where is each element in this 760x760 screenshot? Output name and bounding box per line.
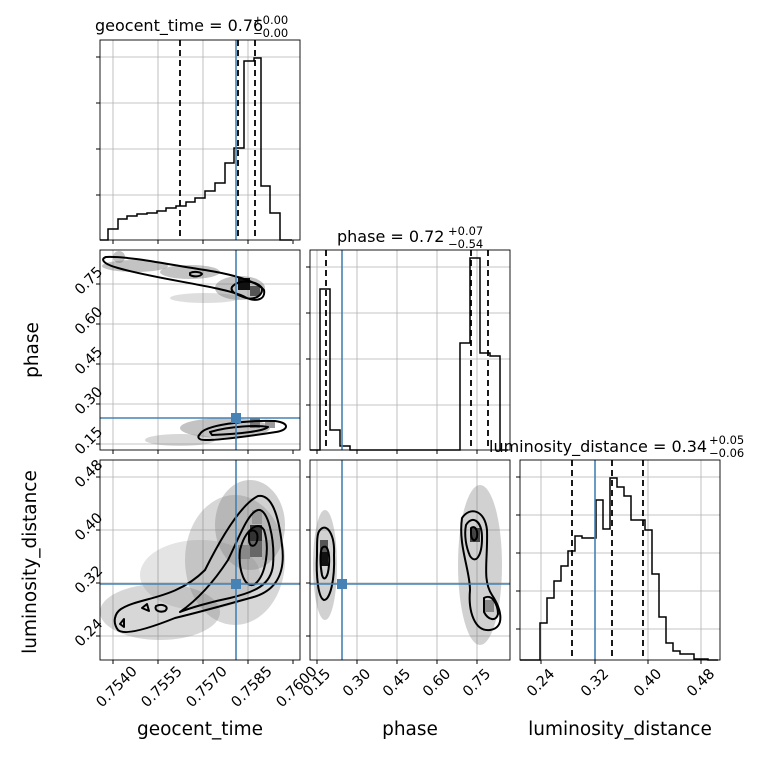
x-tick-label: 0.7570 bbox=[184, 664, 231, 711]
panel-2d-luminosity-distance-vs-phase: 0.15 0.30 0.45 0.60 0.75 phase bbox=[300, 459, 511, 740]
contour bbox=[113, 494, 284, 634]
x-tick-label: 0.7555 bbox=[139, 664, 186, 711]
title-subscript: −0.00 bbox=[253, 26, 288, 40]
y-tick-label: 0.48 bbox=[72, 457, 106, 491]
histogram-phase bbox=[310, 257, 508, 451]
y-tick-label: 0.40 bbox=[72, 510, 106, 544]
x-axis-label: phase bbox=[382, 719, 438, 740]
grid bbox=[100, 460, 300, 660]
y-tick-label: 0.24 bbox=[72, 616, 106, 650]
x-ticks bbox=[316, 450, 478, 454]
contour bbox=[460, 510, 502, 632]
x-tick-label: 0.7540 bbox=[94, 664, 141, 711]
x-tick-label: 0.30 bbox=[340, 666, 374, 700]
y-ticks bbox=[96, 283, 100, 445]
truth-marker bbox=[231, 413, 241, 423]
contour bbox=[238, 525, 268, 587]
y-ticks bbox=[96, 476, 100, 637]
contour bbox=[315, 526, 336, 601]
contour bbox=[154, 603, 168, 613]
histogram-luminosity-distance bbox=[520, 477, 718, 661]
title-superscript: +0.05 bbox=[709, 433, 744, 447]
contour bbox=[470, 526, 479, 542]
contour bbox=[248, 529, 259, 547]
grid bbox=[100, 250, 300, 450]
axes-frame bbox=[99, 39, 301, 241]
title-subscript: −0.06 bbox=[709, 446, 744, 460]
y-tick-label: 0.15 bbox=[72, 424, 106, 458]
y-ticks bbox=[516, 476, 520, 630]
axes-frame bbox=[519, 459, 721, 661]
panel-hist-luminosity-distance: 0.24 0.32 0.40 0.48 luminosity_distance … bbox=[489, 433, 744, 740]
contour bbox=[197, 419, 287, 441]
y-tick-label: 0.32 bbox=[72, 563, 106, 597]
x-ticks bbox=[112, 450, 294, 454]
contour bbox=[189, 270, 203, 278]
contour bbox=[319, 545, 331, 580]
x-ticks bbox=[112, 660, 294, 664]
contour bbox=[209, 425, 269, 436]
x-tick-label: 0.40 bbox=[631, 666, 665, 700]
contour bbox=[483, 595, 499, 620]
y-tick-label: 0.45 bbox=[72, 344, 106, 378]
panel-2d-phase-vs-geocent-time: 0.75 0.60 0.45 0.30 0.15 phase bbox=[22, 249, 301, 458]
x-tick-label: 0.32 bbox=[578, 666, 612, 700]
panel-hist-phase: phase = 0.72 +0.07 −0.54 bbox=[306, 224, 511, 454]
x-tick-label: 0.7585 bbox=[229, 664, 276, 711]
x-axis-label: luminosity_distance bbox=[528, 719, 712, 740]
panel-title: phase = 0.72 bbox=[337, 227, 444, 246]
panel-title: geocent_time = 0.76 bbox=[95, 16, 263, 36]
y-ticks bbox=[306, 476, 310, 637]
title-superscript: +0.07 bbox=[448, 224, 483, 238]
x-tick-label: 0.24 bbox=[524, 666, 558, 700]
y-axis-label: phase bbox=[22, 322, 43, 378]
y-tick-label: 0.75 bbox=[72, 264, 106, 298]
contour bbox=[141, 603, 150, 612]
contour bbox=[119, 618, 125, 628]
x-ticks bbox=[316, 660, 478, 664]
histogram-geocent-time bbox=[100, 57, 292, 241]
scatter-points bbox=[100, 480, 285, 640]
y-ticks bbox=[306, 266, 310, 406]
contour bbox=[230, 280, 264, 300]
panel-hist-geocent-time: geocent_time = 0.76 +0.00 −0.00 bbox=[95, 13, 301, 244]
x-tick-label: 0.45 bbox=[380, 666, 414, 700]
grid bbox=[100, 40, 300, 240]
contour bbox=[102, 255, 266, 301]
axes-frame bbox=[309, 459, 511, 661]
panel-title: luminosity_distance = 0.34 bbox=[489, 437, 707, 457]
axes-frame bbox=[99, 249, 301, 451]
contour bbox=[464, 518, 483, 561]
truth-marker bbox=[337, 579, 347, 589]
grid bbox=[520, 460, 720, 660]
x-ticks bbox=[540, 660, 702, 664]
x-axis-label: geocent_time bbox=[137, 719, 263, 740]
y-tick-label: 0.60 bbox=[72, 304, 106, 338]
x-tick-label: 0.75 bbox=[460, 666, 494, 700]
y-axis-label: luminosity_distance bbox=[20, 470, 41, 654]
x-tick-label: 0.60 bbox=[420, 666, 454, 700]
x-ticks bbox=[112, 240, 294, 244]
title-subscript: −0.54 bbox=[448, 237, 483, 251]
contour bbox=[179, 509, 275, 613]
axes-frame bbox=[99, 459, 301, 661]
y-ticks bbox=[96, 56, 100, 196]
axes-frame bbox=[309, 249, 511, 451]
grid bbox=[310, 250, 510, 450]
title-superscript: +0.00 bbox=[253, 13, 288, 27]
panel-2d-luminosity-distance-vs-geocent-time: 0.48 0.40 0.32 0.24 luminosity_distance … bbox=[20, 457, 321, 740]
truth-marker bbox=[231, 579, 241, 589]
y-tick-label: 0.30 bbox=[72, 384, 106, 418]
x-tick-label: 0.48 bbox=[684, 666, 718, 700]
